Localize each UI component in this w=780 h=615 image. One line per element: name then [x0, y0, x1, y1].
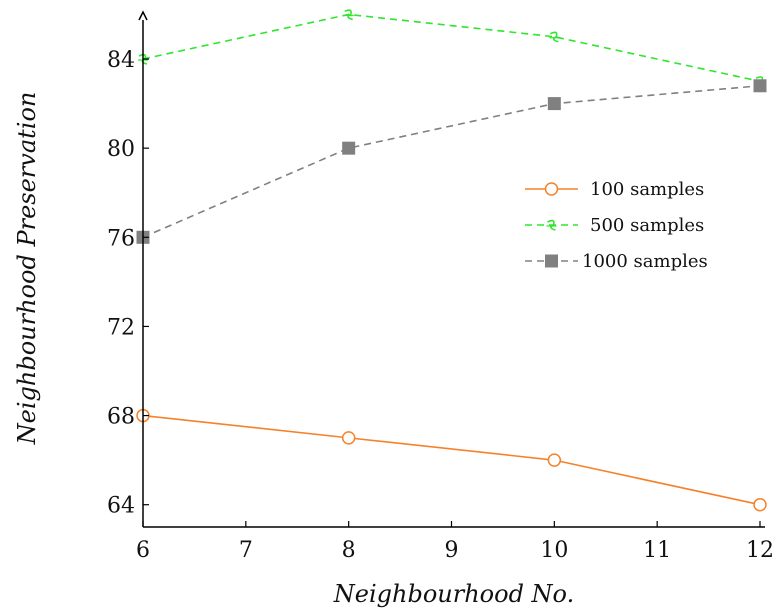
data-point — [342, 141, 356, 155]
x-tick-label: 6 — [136, 538, 150, 563]
series-0 — [136, 408, 767, 512]
legend-entry: 100 samples — [525, 179, 704, 200]
y-axis-label: Neighbourhood Preservation — [13, 92, 41, 446]
data-point — [547, 453, 562, 467]
series-line — [142, 84, 761, 239]
series-1 — [138, 9, 765, 88]
data-point — [343, 9, 354, 21]
series-2 — [136, 79, 767, 244]
legend-entry: 1000 samples — [525, 251, 708, 272]
y-tick-label: 72 — [107, 315, 135, 340]
x-tick-label: 10 — [540, 538, 568, 563]
legend-label: 500 samples — [590, 215, 704, 236]
data-point — [753, 79, 767, 93]
x-tick-label: 11 — [643, 538, 671, 563]
legend: 100 samples 500 samples 1000 samples — [525, 179, 708, 272]
legend-label: 100 samples — [590, 179, 704, 200]
data-point — [753, 497, 767, 512]
y-axis-arrow — [138, 10, 148, 21]
y-tick-label: 76 — [107, 226, 135, 251]
x-tick-label: 12 — [746, 538, 774, 563]
ticks-layer: 6 7 8 9 10 11 12 64 68 72 76 80 84 — [107, 48, 774, 563]
series-line — [142, 414, 761, 506]
x-tick-label: 7 — [239, 538, 253, 563]
x-axis-label: Neighbourhood No. — [333, 580, 574, 608]
x-tick-label: 8 — [342, 538, 356, 563]
y-tick-label: 84 — [107, 48, 135, 73]
legend-entry: 500 samples — [525, 215, 704, 236]
y-tick-label: 68 — [107, 405, 135, 430]
data-point — [547, 97, 561, 111]
legend-swatch-marker — [544, 182, 559, 196]
series-line — [142, 13, 761, 83]
data-point — [549, 31, 560, 43]
legend-swatch-marker — [545, 254, 558, 268]
data-point — [341, 431, 356, 445]
series-layer — [136, 9, 767, 512]
y-tick-label: 64 — [107, 494, 135, 519]
x-tick-label: 9 — [445, 538, 459, 563]
y-tick-label: 80 — [107, 137, 135, 162]
legend-swatch-marker — [546, 219, 557, 231]
legend-label: 1000 samples — [582, 251, 708, 272]
